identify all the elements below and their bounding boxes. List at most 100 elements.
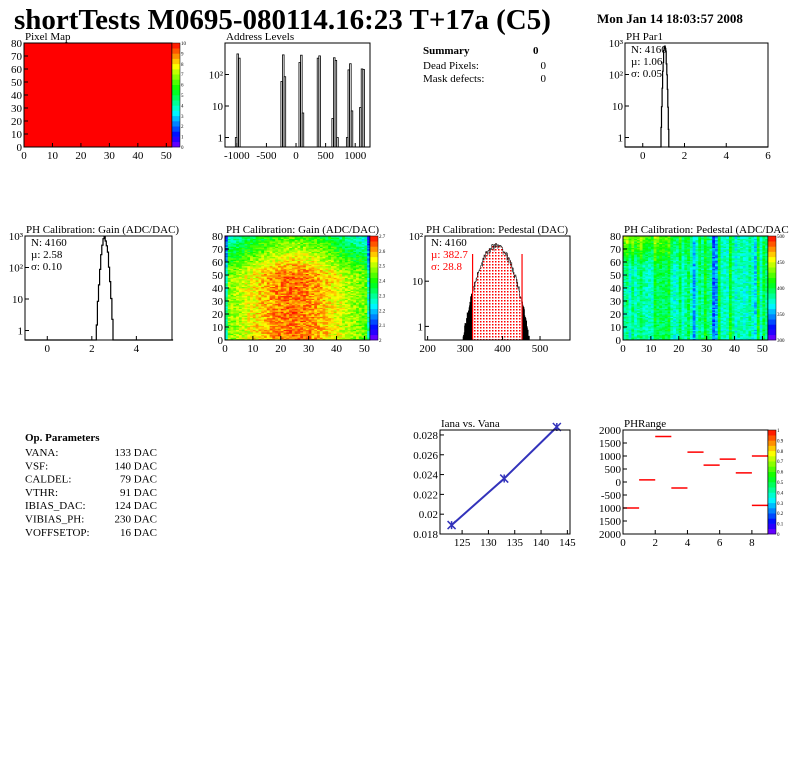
heatmap-cell [300, 314, 304, 316]
heatmap-cell [325, 328, 329, 330]
heatmap-cell [272, 259, 276, 261]
heatmap-cell [250, 238, 254, 241]
heatmap-cell [639, 272, 643, 274]
heatmap-cell [266, 263, 270, 265]
heatmap-cell [283, 317, 287, 320]
heatmap-cell [283, 272, 287, 274]
heatmap-cell [347, 334, 351, 337]
heatmap-cell [289, 280, 293, 282]
heatmap-cell [319, 239, 323, 242]
heatmap-cell [236, 319, 240, 321]
heatmap-cell [291, 308, 296, 311]
heatmap-cell [241, 246, 245, 248]
heatmap-cell [353, 302, 357, 304]
heatmap-cell [330, 323, 335, 325]
heatmap-cell [264, 299, 268, 302]
x-tick-label: 400 [494, 343, 511, 355]
heatmap-cell [308, 272, 312, 274]
heatmap-cell [283, 271, 287, 273]
heatmap-cell [244, 315, 248, 317]
heatmap-cell [255, 260, 259, 263]
heatmap-cell [317, 237, 321, 239]
heatmap-cell [244, 246, 248, 248]
heatmap-cell [347, 245, 351, 247]
heatmap-cell [291, 250, 296, 252]
heatmap-cell [244, 284, 248, 286]
heatmap-cell [628, 260, 632, 263]
heatmap-cell [291, 247, 296, 250]
heatmap-cell [361, 277, 365, 280]
heatmap-cell [247, 260, 251, 263]
heatmap-cell [308, 269, 312, 272]
heatmap-cell [241, 307, 245, 310]
heatmap-cell [286, 247, 290, 250]
heatmap-cell [252, 239, 256, 242]
stat-sigma: σ: 0.10 [31, 261, 62, 273]
heatmap-cell [328, 286, 332, 289]
heatmap-cell [225, 264, 229, 267]
heatmap-cell [230, 328, 234, 330]
heatmap-cell [336, 245, 340, 247]
heatmap-cell [623, 256, 627, 259]
heatmap-cell [342, 282, 346, 285]
heatmap-cell [361, 304, 365, 307]
palette-swatch [370, 288, 378, 294]
heatmap-cell [325, 324, 329, 326]
heatmap-cell [322, 315, 326, 317]
heatmap-cell [311, 250, 315, 252]
heatmap-cell [356, 314, 360, 316]
heatmap-cell [294, 311, 298, 313]
heatmap-cell [333, 265, 337, 268]
heatmap-cell [319, 289, 323, 291]
heatmap-cell [272, 333, 276, 336]
heatmap-cell [325, 303, 329, 306]
heatmap-cell [305, 271, 309, 273]
heatmap-cell [308, 252, 312, 255]
heatmap-cell [230, 267, 234, 269]
heatmap-cell [269, 288, 273, 290]
heatmap-cell [634, 311, 638, 313]
heatmap-cell [280, 282, 284, 285]
heatmap-cell [255, 276, 259, 278]
heatmap-cell [283, 262, 287, 264]
heatmap-cell [297, 319, 301, 321]
heatmap-cell [631, 277, 635, 280]
heatmap-cell [322, 267, 326, 269]
heatmap-cell [364, 281, 368, 284]
heatmap-cell [311, 273, 315, 276]
heatmap-cell [364, 284, 368, 286]
y-tick-label: 50 [11, 77, 23, 89]
heatmap-cell [339, 285, 343, 287]
heatmap-cell [238, 267, 243, 269]
heatmap-cell [303, 282, 307, 285]
heatmap-cell [247, 273, 251, 276]
heatmap-cell [339, 319, 343, 321]
heatmap-cell [330, 264, 335, 267]
heatmap-cell [367, 319, 371, 321]
heatmap-cell [358, 312, 362, 315]
heatmap-cell [636, 259, 641, 261]
heatmap-cell [283, 243, 287, 246]
heatmap-cell [623, 255, 627, 258]
heatmap-cell [227, 316, 231, 319]
heatmap-cell [255, 307, 259, 310]
heatmap-cell [289, 323, 293, 325]
heatmap-cell [634, 308, 638, 311]
heatmap-cell [252, 243, 256, 246]
heatmap-cell [330, 276, 335, 278]
heatmap-cell [358, 259, 362, 261]
heatmap-cell [330, 315, 335, 317]
heatmap-cell [280, 243, 284, 246]
heatmap-cell [628, 236, 632, 238]
heatmap-cell [269, 275, 273, 277]
heatmap-cell [623, 280, 627, 282]
heatmap-cell [350, 260, 354, 263]
heatmap-cell [227, 308, 231, 311]
heatmap-cell [230, 314, 234, 316]
heatmap-cell [277, 262, 282, 264]
heatmap-cell [628, 269, 632, 272]
heatmap-cell [283, 328, 287, 330]
heatmap-cell [252, 237, 256, 239]
heatmap-cell [319, 275, 323, 277]
